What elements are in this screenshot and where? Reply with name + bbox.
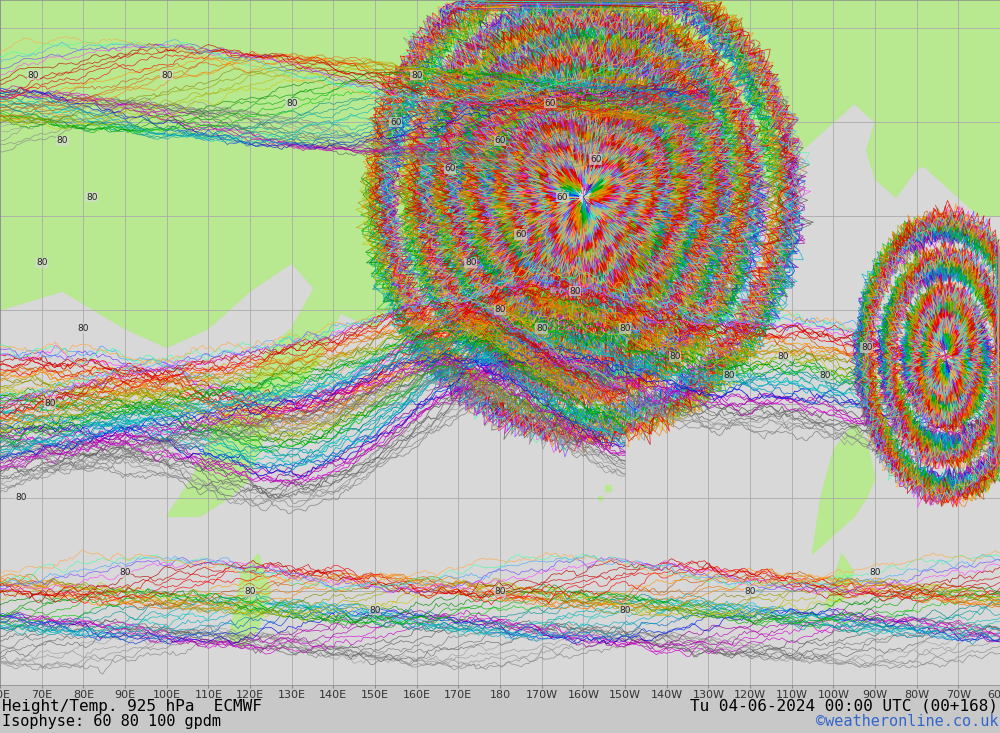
Text: 80: 80 — [869, 568, 881, 577]
Text: 80: 80 — [619, 324, 631, 333]
Text: 80: 80 — [494, 306, 506, 314]
Text: 80: 80 — [861, 343, 872, 352]
Text: 80: 80 — [44, 399, 56, 408]
Text: 80: 80 — [286, 99, 297, 108]
Text: 80: 80 — [119, 568, 131, 577]
Text: 60: 60 — [494, 136, 506, 145]
Text: 80: 80 — [161, 70, 172, 80]
Text: 80: 80 — [819, 371, 831, 380]
Polygon shape — [283, 301, 338, 385]
Text: Height/Temp. 925 hPa  ECMWF: Height/Temp. 925 hPa ECMWF — [2, 699, 262, 714]
Polygon shape — [229, 554, 271, 648]
Text: 60: 60 — [390, 117, 402, 127]
Text: 60: 60 — [590, 155, 602, 164]
Text: 80: 80 — [494, 587, 506, 596]
Text: 80: 80 — [86, 193, 97, 202]
Polygon shape — [167, 272, 342, 516]
Text: 60: 60 — [444, 164, 456, 174]
Text: 80: 80 — [36, 258, 47, 268]
Text: 80: 80 — [244, 587, 256, 596]
Text: Tu 04-06-2024 00:00 UTC (00+168): Tu 04-06-2024 00:00 UTC (00+168) — [690, 699, 998, 714]
Polygon shape — [0, 0, 1000, 347]
Text: 80: 80 — [369, 605, 381, 615]
Text: 80: 80 — [744, 587, 756, 596]
Text: 80: 80 — [569, 287, 581, 295]
Text: Isophyse: 60 80 100 gpdm: Isophyse: 60 80 100 gpdm — [2, 714, 221, 729]
Text: 80: 80 — [28, 70, 39, 80]
Text: 80: 80 — [669, 353, 681, 361]
Text: 80: 80 — [78, 324, 89, 333]
Text: 60: 60 — [515, 230, 527, 239]
Text: 60: 60 — [557, 193, 568, 202]
Polygon shape — [825, 554, 854, 611]
Text: 80: 80 — [619, 605, 631, 615]
Polygon shape — [812, 422, 875, 554]
Polygon shape — [867, 0, 1000, 197]
Text: 80: 80 — [465, 258, 477, 268]
Text: 60: 60 — [544, 99, 556, 108]
Text: 80: 80 — [778, 353, 789, 361]
Text: 80: 80 — [57, 136, 68, 145]
Text: 80: 80 — [723, 371, 735, 380]
Text: 80: 80 — [15, 493, 27, 502]
Text: 80: 80 — [411, 70, 422, 80]
Text: ©weatheronline.co.uk: ©weatheronline.co.uk — [816, 714, 998, 729]
Text: 80: 80 — [536, 324, 547, 333]
